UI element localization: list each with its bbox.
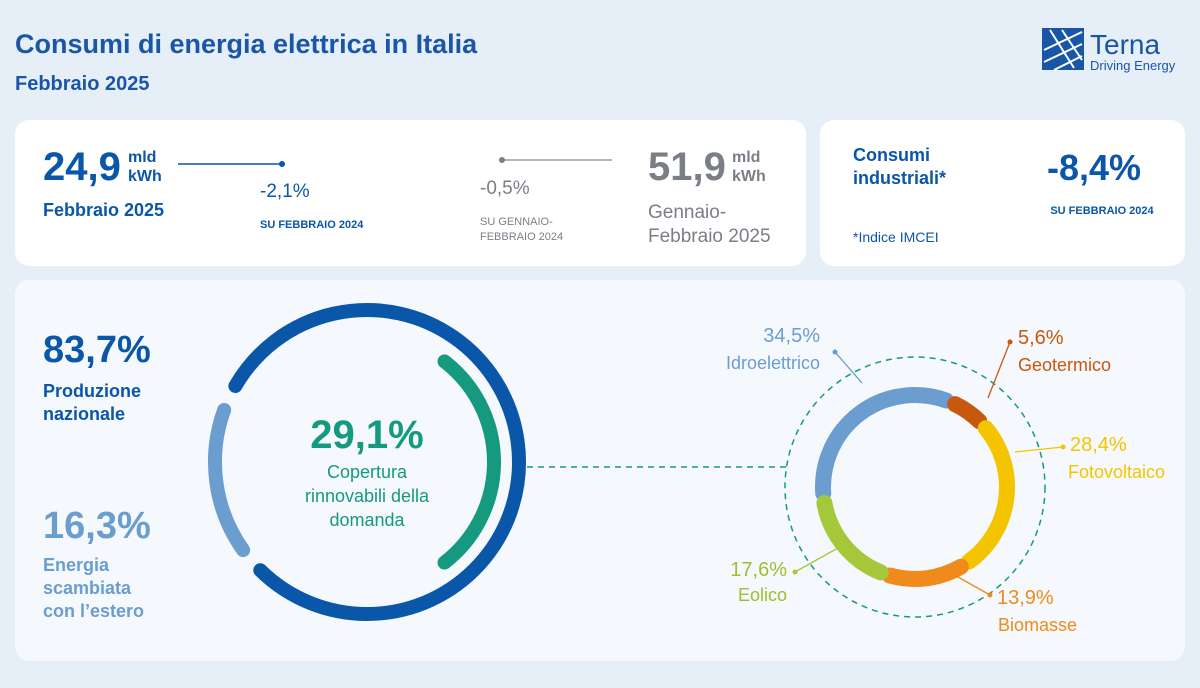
kpi-unit: kWh bbox=[732, 168, 766, 185]
kpi-value: 51,9 bbox=[648, 145, 726, 189]
kpi-label: industriali* bbox=[853, 168, 946, 188]
donut-segment bbox=[961, 420, 1015, 570]
leader-dot bbox=[1007, 339, 1013, 345]
share-label: rinnovabili della bbox=[305, 486, 430, 506]
share-label: domanda bbox=[329, 510, 405, 530]
donut-segment bbox=[947, 396, 988, 430]
share-label: scambiata bbox=[43, 578, 132, 598]
share-label: Produzione bbox=[43, 381, 141, 401]
leader bbox=[834, 351, 863, 384]
subtitle: Febbraio 2025 bbox=[15, 73, 150, 95]
logo-name: Terna bbox=[1090, 29, 1160, 60]
segment-value: 28,4% bbox=[1070, 434, 1127, 456]
kpi-period: Gennaio- bbox=[648, 202, 726, 223]
trend-dot bbox=[279, 161, 285, 167]
segment-name: Fotovoltaico bbox=[1068, 462, 1165, 482]
share-value: 16,3% bbox=[43, 505, 151, 547]
share-value: 29,1% bbox=[310, 413, 423, 457]
logo-tagline: Driving Energy bbox=[1090, 58, 1176, 73]
leader-dot bbox=[1060, 444, 1066, 450]
segment-value: 13,9% bbox=[997, 587, 1054, 609]
leader bbox=[1014, 446, 1064, 453]
card bbox=[820, 120, 1185, 266]
donut-segment bbox=[881, 558, 969, 587]
segment-value: 17,6% bbox=[730, 559, 787, 581]
leader-dot bbox=[792, 569, 798, 575]
kpi-unit: mld bbox=[128, 149, 156, 166]
renewables-arc bbox=[437, 354, 501, 570]
share-label: con l’estero bbox=[43, 601, 144, 621]
leader bbox=[794, 547, 839, 573]
share-label: nazionale bbox=[43, 404, 125, 424]
donut-segment bbox=[208, 403, 251, 558]
share-label: Copertura bbox=[327, 462, 408, 482]
leader bbox=[987, 341, 1011, 399]
leader-dot bbox=[832, 349, 838, 355]
kpi-period: Febbraio 2025 bbox=[648, 226, 771, 247]
logo-lines bbox=[1043, 29, 1083, 71]
segment-name: Eolico bbox=[738, 585, 787, 605]
kpi-change-ref: FEBBRAIO 2024 bbox=[480, 231, 563, 243]
kpi-value: 24,9 bbox=[43, 145, 121, 189]
card bbox=[15, 120, 806, 266]
share-value: 83,7% bbox=[43, 329, 151, 371]
trend-dot bbox=[499, 157, 505, 163]
segment-value: 34,5% bbox=[763, 325, 820, 347]
logo: Terna Driving Energy bbox=[1042, 28, 1176, 73]
segment-name: Idroelettrico bbox=[726, 353, 820, 373]
kpi-change-ref: SU GENNAIO- bbox=[480, 216, 553, 228]
kpi-unit: mld bbox=[732, 149, 760, 166]
kpi-change-ref: SU FEBBRAIO 2024 bbox=[260, 219, 364, 231]
segment-name: Geotermico bbox=[1018, 355, 1111, 375]
segment-name: Biomasse bbox=[998, 615, 1077, 635]
title: Consumi di energia elettrica in Italia bbox=[15, 29, 478, 59]
donut-segment bbox=[228, 303, 526, 621]
donut-segment bbox=[815, 387, 955, 502]
kpi-change: -8,4% bbox=[1047, 147, 1141, 188]
leader-dot bbox=[987, 592, 993, 598]
footnote: *Indice IMCEI bbox=[853, 229, 939, 245]
kpi-change-ref: SU FEBBRAIO 2024 bbox=[1050, 205, 1154, 217]
kpi-period: Febbraio 2025 bbox=[43, 200, 164, 220]
kpi-change: -2,1% bbox=[260, 181, 310, 202]
kpi-unit: kWh bbox=[128, 168, 162, 185]
outer-ring bbox=[784, 356, 1046, 618]
donut-segment bbox=[816, 494, 889, 581]
share-label: Energia bbox=[43, 555, 110, 575]
kpi-change: -0,5% bbox=[480, 178, 530, 199]
segment-value: 5,6% bbox=[1018, 327, 1064, 349]
card bbox=[15, 280, 1185, 661]
kpi-label: Consumi bbox=[853, 145, 930, 165]
